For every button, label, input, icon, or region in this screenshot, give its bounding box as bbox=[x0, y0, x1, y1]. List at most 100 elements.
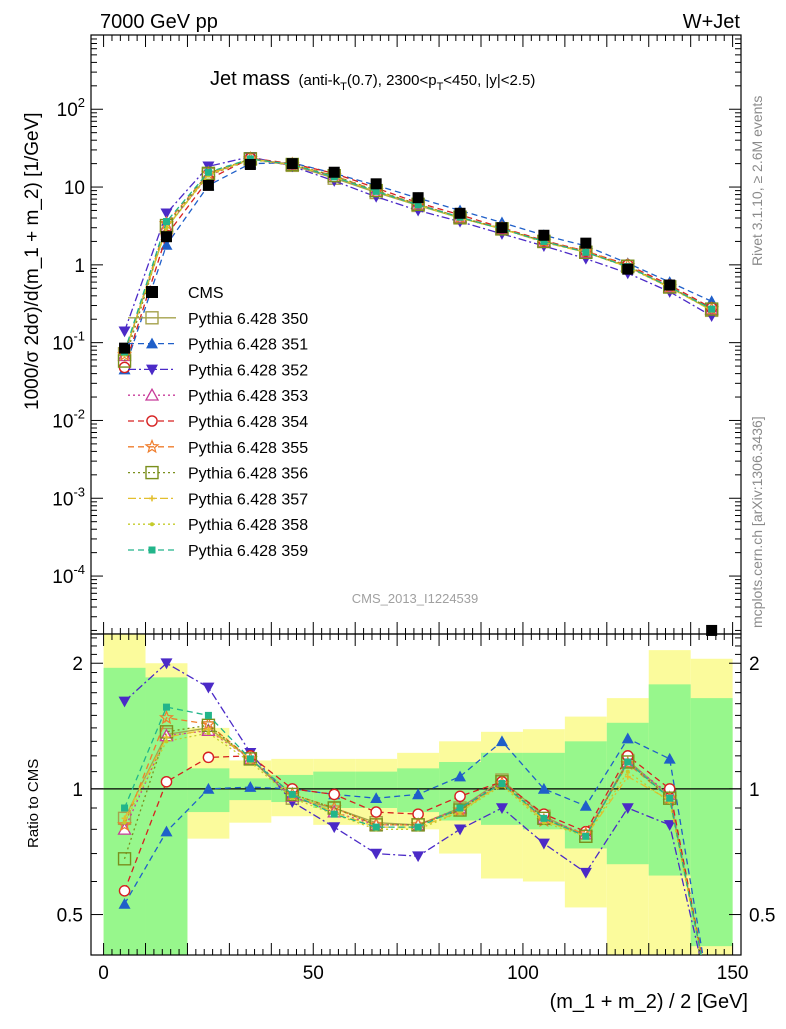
data-point bbox=[121, 804, 129, 812]
data-point bbox=[117, 852, 132, 866]
x-tick-label: 100 bbox=[507, 963, 539, 984]
legend-entry: CMS bbox=[146, 285, 224, 302]
data-point bbox=[621, 755, 635, 769]
data-point bbox=[160, 775, 173, 788]
data-point bbox=[118, 696, 131, 708]
data-point bbox=[538, 229, 550, 241]
data-point bbox=[121, 815, 128, 822]
data-point bbox=[148, 546, 156, 554]
uncertainty-band-inner bbox=[606, 722, 649, 865]
data-point bbox=[663, 791, 677, 805]
legend-entry: Pythia 6.428 353 bbox=[128, 387, 308, 405]
data-point bbox=[164, 739, 169, 744]
x-tick-label: 50 bbox=[303, 963, 324, 984]
data-point bbox=[202, 782, 215, 794]
data-point bbox=[454, 207, 466, 219]
data-point bbox=[372, 187, 380, 195]
ratio-y-tick-label-right: 1 bbox=[749, 780, 760, 801]
data-point bbox=[540, 237, 548, 245]
data-point bbox=[622, 263, 634, 275]
data-point bbox=[201, 166, 216, 181]
data-point bbox=[414, 823, 422, 831]
data-point bbox=[328, 822, 341, 834]
y-tick-base: 10 bbox=[57, 100, 78, 121]
legend-label: Pythia 6.428 357 bbox=[188, 491, 308, 508]
data-point bbox=[144, 438, 160, 454]
y-tick-exponent: -3 bbox=[73, 484, 85, 499]
data-point bbox=[412, 851, 425, 863]
legend-label: Pythia 6.428 359 bbox=[188, 543, 308, 560]
data-point bbox=[663, 783, 676, 795]
legend-label: Pythia 6.428 353 bbox=[188, 388, 308, 405]
data-point bbox=[704, 302, 719, 316]
ratio-y-tick-label: 1 bbox=[72, 780, 83, 801]
legend-entry: Pythia 6.428 358 bbox=[128, 517, 308, 534]
data-point bbox=[454, 790, 466, 803]
legend-label: Pythia 6.428 351 bbox=[188, 337, 308, 354]
legend-label: CMS bbox=[188, 285, 224, 302]
data-point bbox=[288, 790, 296, 798]
data-point bbox=[663, 752, 676, 764]
data-point bbox=[495, 803, 508, 814]
data-point bbox=[624, 773, 631, 780]
ratio-y-tick-label-right: 0.5 bbox=[749, 906, 775, 927]
title-detail-post: <450, |y|<2.5) bbox=[443, 72, 535, 89]
legend-entry: Pythia 6.428 350 bbox=[128, 311, 308, 328]
data-point bbox=[119, 342, 131, 354]
mcplots-label: mcplots.cern.ch [arXiv:1306.3436] bbox=[749, 416, 765, 628]
x-axis-label: (m_1 + m_2) / 2 [GeV] bbox=[550, 991, 748, 1013]
data-point bbox=[286, 158, 298, 170]
data-point bbox=[456, 804, 464, 812]
ratio-series-pythia-6-428-352 bbox=[118, 658, 701, 955]
data-point bbox=[118, 897, 131, 909]
data-point bbox=[149, 495, 155, 502]
data-point bbox=[706, 624, 718, 636]
y-tick-label: 10 bbox=[64, 178, 85, 199]
uncertainty-band-inner bbox=[648, 684, 691, 876]
ratio-line bbox=[123, 717, 702, 955]
ratio-y-tick-label: 2 bbox=[72, 654, 83, 675]
legend-entry: Pythia 6.428 354 bbox=[128, 414, 308, 431]
legend-label: Pythia 6.428 355 bbox=[188, 440, 308, 457]
legend-entry: Pythia 6.428 356 bbox=[128, 466, 308, 483]
legend-label: Pythia 6.428 354 bbox=[188, 414, 308, 431]
legend: CMS Pythia 6.428 350 Pythia 6.428 351 Pythi… bbox=[128, 285, 308, 560]
ratio-y-tick-label-right: 2 bbox=[749, 654, 760, 675]
title-detail-mid: (0.7), 2300<p bbox=[347, 72, 437, 89]
data-point bbox=[328, 788, 341, 801]
title-main: Jet mass bbox=[210, 68, 290, 90]
y-tick-exponent: -4 bbox=[73, 562, 85, 577]
legend-entry: Pythia 6.428 355 bbox=[128, 438, 308, 457]
ratio-line bbox=[123, 729, 702, 955]
data-point bbox=[285, 787, 299, 802]
data-point bbox=[498, 780, 506, 788]
data-point bbox=[145, 311, 159, 325]
x-tick-label: 150 bbox=[717, 963, 749, 984]
legend-label: Pythia 6.428 356 bbox=[188, 466, 308, 483]
data-point bbox=[664, 279, 676, 291]
data-point bbox=[160, 658, 173, 670]
data-point bbox=[620, 755, 636, 771]
legend-label: Pythia 6.428 352 bbox=[188, 362, 308, 379]
y-tick-label: 1 bbox=[74, 256, 85, 277]
data-point bbox=[412, 788, 425, 800]
header-right: W+Jet bbox=[683, 11, 741, 33]
data-point bbox=[372, 823, 380, 831]
data-point bbox=[328, 166, 340, 178]
y-tick-base: 10 bbox=[52, 411, 73, 432]
data-point bbox=[246, 155, 254, 163]
data-point bbox=[244, 158, 256, 170]
rivet-version-label: Rivet 3.1.10, ≥ 2.6M events bbox=[749, 96, 765, 266]
data-point bbox=[537, 838, 550, 850]
data-point bbox=[370, 806, 382, 818]
data-point bbox=[244, 781, 257, 792]
legend-entry: Pythia 6.428 351 bbox=[128, 337, 308, 354]
legend-entry: Pythia 6.428 352 bbox=[128, 362, 308, 379]
data-point bbox=[118, 884, 131, 897]
plot-title: Jet mass (anti-kT(0.7), 2300<pT<450, |y|… bbox=[210, 68, 535, 93]
header-left: 7000 GeV pp bbox=[100, 11, 218, 33]
data-point bbox=[708, 305, 716, 313]
title-detail-sub1: T bbox=[340, 81, 347, 93]
ratio-series-pythia-6-428-359 bbox=[121, 703, 702, 955]
